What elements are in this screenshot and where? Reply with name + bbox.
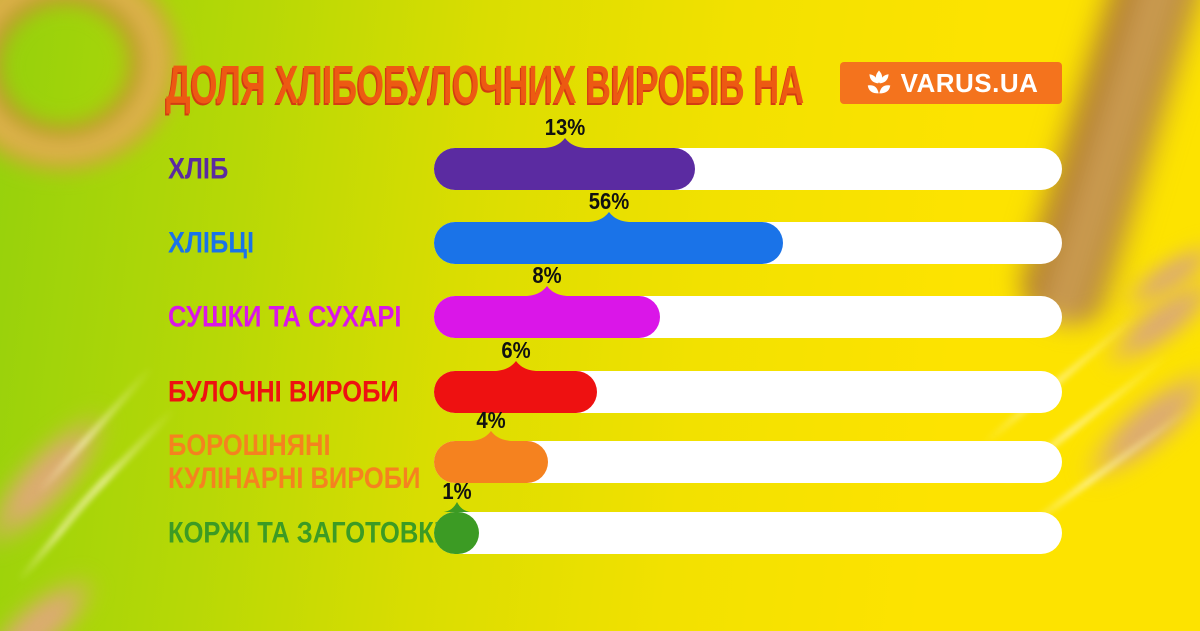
value-label: 13%: [544, 114, 585, 140]
bar: 4%: [434, 409, 548, 483]
bar-track: 8%: [434, 264, 1062, 338]
bar-pointer-icon: [471, 431, 511, 441]
chart-row: БОРОШНЯНІ КУЛІНАРНІ ВИРОБИ 4%: [0, 409, 1200, 495]
bar-pointer-icon: [443, 502, 470, 512]
page-title: ДОЛЯ ХЛІБОБУЛОЧНИХ ВИРОБІВ НА: [166, 55, 805, 115]
bar-pointer-icon: [495, 361, 536, 371]
category-label: БОРОШНЯНІ КУЛІНАРНІ ВИРОБИ: [168, 429, 421, 495]
value-label: 1%: [441, 478, 472, 504]
chart-row: КОРЖІ ТА ЗАГОТОВКИ 1%: [0, 480, 1200, 554]
varus-logo: VARUS.UA: [840, 62, 1062, 104]
category-label: БУЛОЧНІ ВИРОБИ: [168, 375, 399, 409]
varus-flower-icon: [867, 70, 890, 94]
value-label: 6%: [500, 337, 531, 363]
bar: 1%: [434, 480, 479, 554]
chart-row: ХЛІБ 13%: [0, 116, 1200, 190]
bar: 6%: [434, 339, 597, 413]
chart-row: СУШКИ ТА СУХАРІ 8%: [0, 264, 1200, 338]
bar-track: 13%: [434, 116, 1062, 190]
logo-text: VARUS.UA: [900, 68, 1039, 98]
category-label: ХЛІБ: [168, 152, 229, 186]
bar: 56%: [434, 190, 783, 264]
value-label: 56%: [588, 188, 629, 214]
bar-track: 56%: [434, 190, 1062, 264]
bar-pointer-icon: [527, 286, 567, 296]
category-label: КОРЖІ ТА ЗАГОТОВКИ: [168, 516, 453, 550]
chart-row: ХЛІБЦІ 56%: [0, 190, 1200, 264]
category-label: ХЛІБЦІ: [168, 226, 255, 260]
header: ДОЛЯ ХЛІБОБУЛОЧНИХ ВИРОБІВ НА VARUS.UA: [0, 0, 1200, 120]
bar-track: 6%: [434, 339, 1062, 413]
bar-pointer-icon: [588, 212, 629, 222]
bar-track: 4%: [434, 409, 1062, 483]
bar-pointer-icon: [544, 138, 585, 148]
bar: 13%: [434, 116, 695, 190]
bar-track: 1%: [434, 480, 1062, 554]
chart-row: БУЛОЧНІ ВИРОБИ 6%: [0, 339, 1200, 413]
value-label: 4%: [476, 407, 506, 433]
value-label: 8%: [532, 262, 562, 288]
category-label: СУШКИ ТА СУХАРІ: [168, 300, 402, 334]
bar: 8%: [434, 264, 660, 338]
